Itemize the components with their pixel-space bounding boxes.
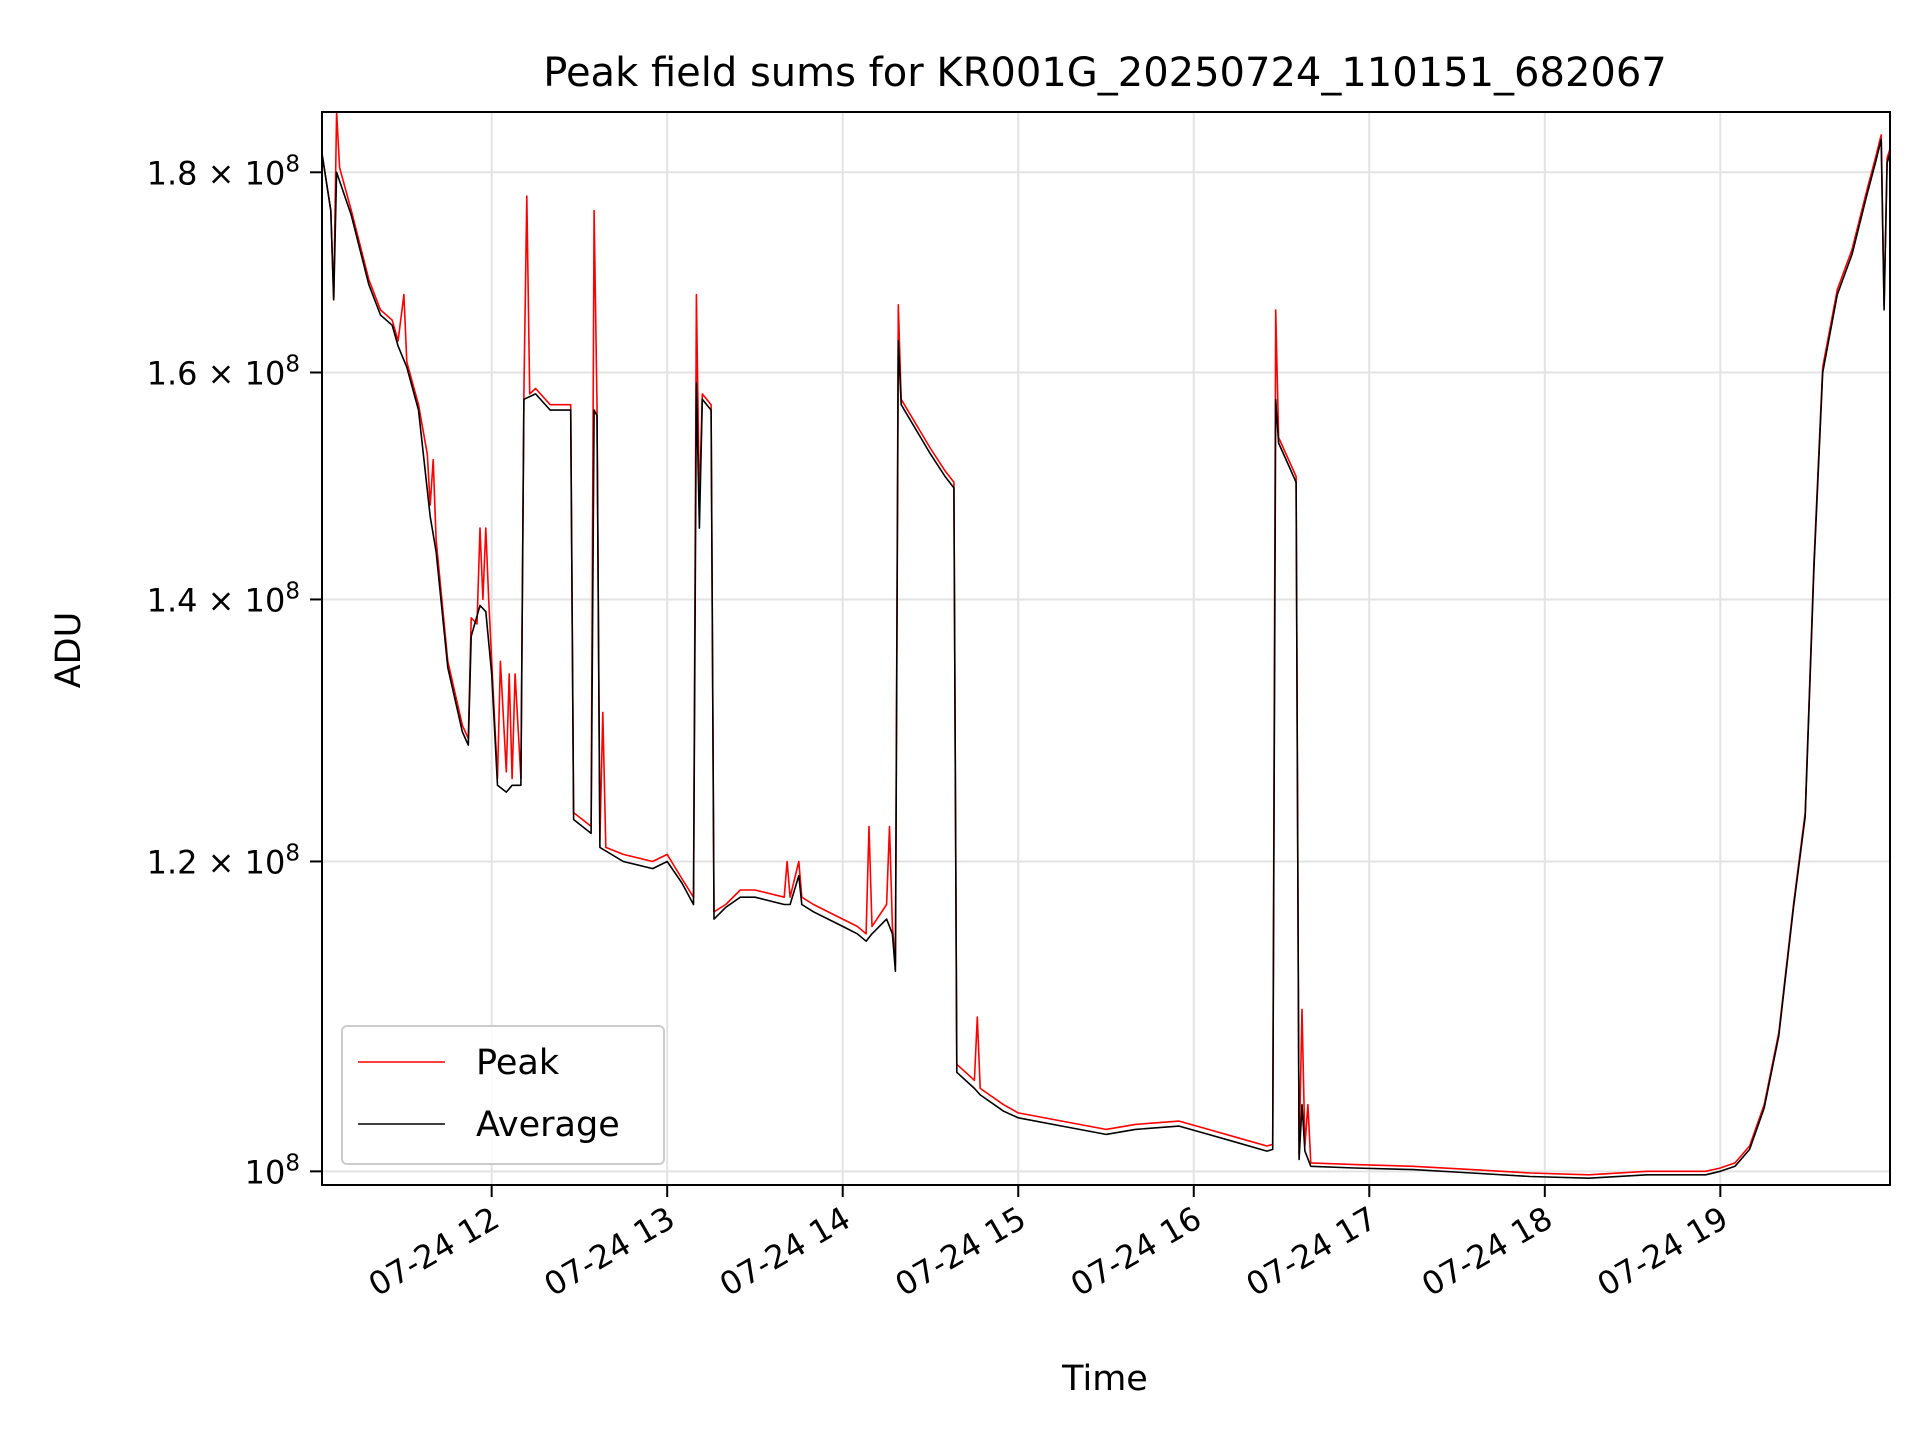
grid-lines [322,112,1890,1185]
y-tick-label: 1.2 × 108 [147,840,300,881]
y-axis-label: ADU [49,612,89,689]
plot-frame [321,111,1891,1186]
plot-series [321,111,1891,1179]
x-axis-label: Time [1061,1359,1148,1399]
legend-label-peak: Peak [476,1043,560,1083]
y-tick-mantissa: 1.6 [147,354,198,392]
series-line-peak [321,111,1891,1176]
y-tick-label: 1.4 × 108 [147,578,300,619]
legend-box [341,1025,665,1165]
y-tick-label: 1.6 × 108 [147,351,300,392]
y-tick-mantissa: 1.8 [147,154,198,192]
y-tick-exponent: 8 [285,151,300,177]
y-tick-exponent: 8 [285,1150,300,1176]
chart-title: Peak field sums for KR001G_20250724_1101… [543,50,1667,96]
y-tick-label: 1.8 × 108 [147,151,300,192]
y-tick-exponent: 8 [285,578,300,604]
y-axis-ticks: 108 1.2 × 108 1.4 × 108 1.6 × 108 1.8 × 108 [147,151,322,1191]
legend-label-average: Average [476,1105,620,1145]
legend: Peak Average [341,1025,665,1165]
y-tick-mantissa: 1.4 [147,581,198,619]
y-tick-label: 108 [245,1150,300,1191]
y-tick-exponent: 8 [285,840,300,866]
y-tick-exponent: 8 [285,351,300,377]
series-line-average [321,138,1891,1179]
y-tick-mantissa: 1.2 [147,843,198,881]
